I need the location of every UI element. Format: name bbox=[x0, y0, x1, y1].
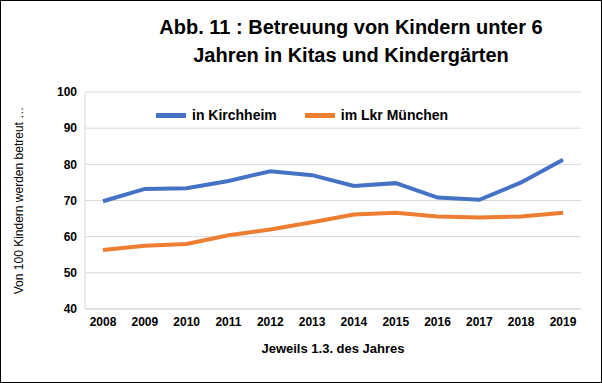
svg-text:2017: 2017 bbox=[466, 315, 493, 329]
svg-text:70: 70 bbox=[64, 194, 78, 208]
svg-text:80: 80 bbox=[64, 158, 78, 172]
svg-text:2008: 2008 bbox=[90, 315, 117, 329]
svg-text:2012: 2012 bbox=[257, 315, 284, 329]
html-text:im Lkr München: im Lkr München bbox=[340, 107, 449, 123]
svg-text:2009: 2009 bbox=[131, 315, 158, 329]
svg-text:100: 100 bbox=[57, 85, 77, 99]
svg-text:90: 90 bbox=[64, 121, 78, 135]
svg-text:40: 40 bbox=[64, 302, 78, 316]
html-text:in Kirchheim: in Kirchheim bbox=[192, 107, 277, 123]
svg-text:2019: 2019 bbox=[550, 315, 577, 329]
svg-text:2010: 2010 bbox=[173, 315, 200, 329]
svg-text:50: 50 bbox=[64, 266, 78, 280]
svg-text:Jeweils 1.3. des Jahres: Jeweils 1.3. des Jahres bbox=[261, 341, 404, 356]
svg-text:2011: 2011 bbox=[215, 315, 241, 329]
html-text:Abb. 11 : Betreuung von Kinder: Abb. 11 : Betreuung von Kindern unter 6 … bbox=[159, 16, 543, 66]
svg-text:2015: 2015 bbox=[382, 315, 409, 329]
svg-text:2013: 2013 bbox=[299, 315, 326, 329]
svg-text:2016: 2016 bbox=[424, 315, 451, 329]
svg-text:2014: 2014 bbox=[341, 315, 368, 329]
svg-text:60: 60 bbox=[64, 230, 78, 244]
svg-text:2018: 2018 bbox=[508, 315, 535, 329]
svg-text:Von 100 Kindern werden betreut: Von 100 Kindern werden betreut … bbox=[12, 107, 26, 294]
